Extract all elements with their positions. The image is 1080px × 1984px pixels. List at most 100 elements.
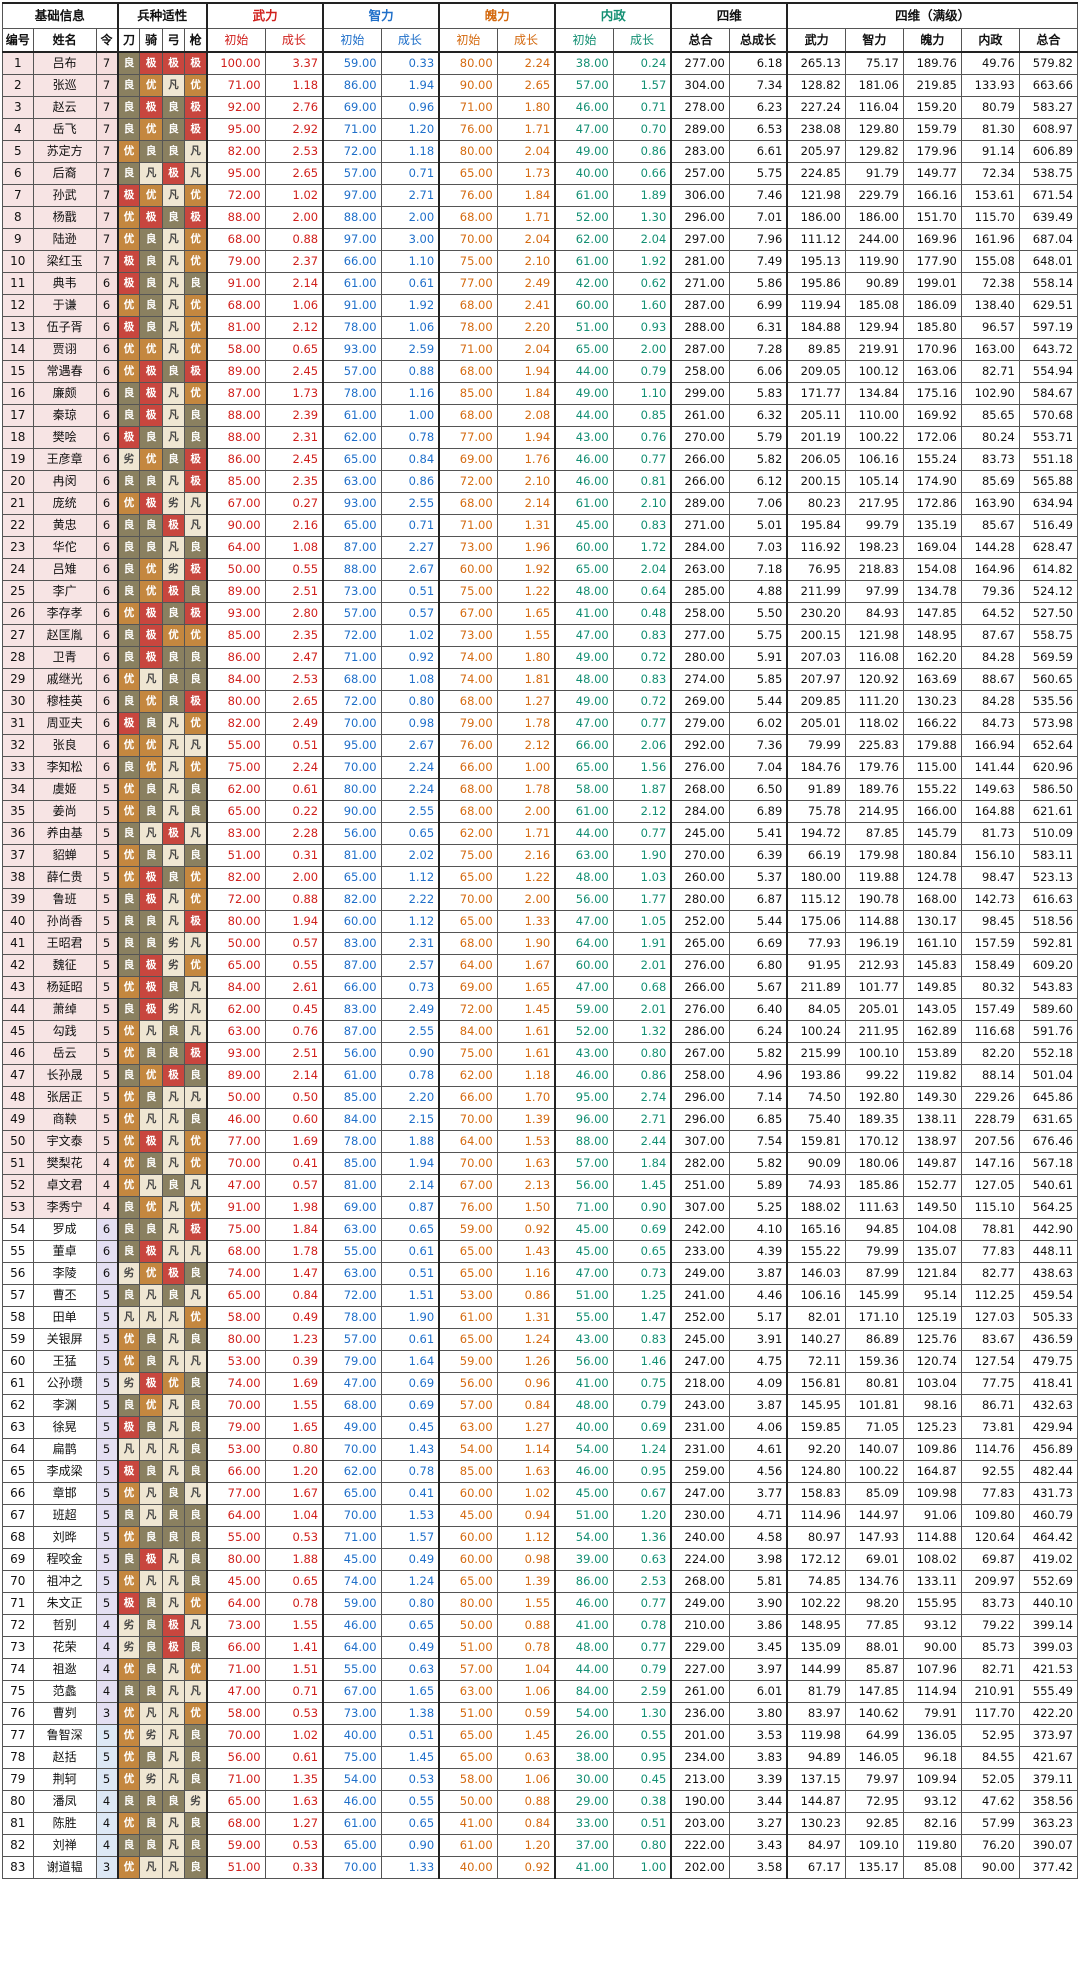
cell-courage-growth: 0.88 (496, 1614, 556, 1637)
cell-aptitude-spear: 凡 (184, 1086, 208, 1109)
cell-politics-growth: 0.65 (612, 1240, 672, 1263)
cell-intellect-init: 80.00 (322, 778, 382, 801)
cell-force-growth: 0.39 (264, 1350, 324, 1373)
cell-intellect-init: 87.00 (322, 954, 382, 977)
cell-courage-init: 80.00 (438, 140, 498, 163)
cell-aptitude-blade: 优 (116, 338, 141, 361)
cell-aptitude-spear: 优 (184, 228, 208, 251)
cell-force-init: 93.00 (206, 1042, 266, 1065)
cell-politics-growth: 0.80 (612, 1042, 672, 1065)
cell-max-force: 92.20 (786, 1438, 846, 1461)
cell-max-intellect: 244.00 (844, 228, 904, 251)
cell-courage-growth: 1.02 (496, 1482, 556, 1505)
cell-total-growth: 6.40 (728, 998, 788, 1021)
cell-total-growth: 6.99 (728, 294, 788, 317)
cell-courage-init: 59.00 (438, 1218, 498, 1241)
cell-intellect-growth: 0.61 (380, 1240, 440, 1263)
cell-aptitude-blade: 良 (116, 96, 141, 119)
cell-name: 班超 (32, 1504, 97, 1527)
cell-max-politics: 82.71 (960, 1658, 1020, 1681)
cell-max-politics: 49.76 (960, 51, 1020, 75)
cell-max-intellect: 225.83 (844, 734, 904, 757)
cell-max-politics: 81.30 (960, 118, 1020, 141)
table-row: 46 岳云 5 优良良极 93.00 2.51 56.00 0.90 75.00 1.61 43.0… (2, 1042, 1079, 1065)
cell-intellect-init: 70.00 (322, 712, 382, 735)
cell-aptitude-blade: 优 (116, 778, 141, 801)
cell-aptitude-cavalry: 极 (139, 646, 163, 669)
cell-max-courage: 166.00 (902, 800, 962, 823)
cell-max-politics: 138.40 (960, 294, 1020, 317)
cell-max-intellect: 119.88 (844, 866, 904, 889)
table-row: 5 苏定方 7 优良良凡 82.00 2.53 72.00 1.18 80.00 2.04 49.0… (2, 140, 1079, 163)
cell-intellect-growth: 2.20 (380, 1086, 440, 1109)
cell-courage-growth: 2.49 (496, 272, 556, 295)
cell-courage-growth: 2.14 (496, 492, 556, 515)
cell-intellect-growth: 0.65 (380, 1218, 440, 1241)
table-row: 29 戚继光 6 优凡良良 84.00 2.53 68.00 1.08 74.00 1.81 48.… (2, 668, 1079, 691)
cell-max-force: 193.86 (786, 1064, 846, 1087)
cell-courage-growth: 1.55 (496, 1592, 556, 1615)
cell-politics-growth: 1.20 (612, 1504, 672, 1527)
cell-name: 朱文正 (32, 1592, 97, 1615)
cell-max-politics: 163.90 (960, 492, 1020, 515)
cell-force-growth: 1.35 (264, 1768, 324, 1791)
cell-name: 戚继光 (32, 668, 97, 691)
cell-politics-growth: 0.77 (612, 712, 672, 735)
cell-courage-init: 64.00 (438, 954, 498, 977)
cell-intellect-init: 69.00 (322, 1196, 382, 1219)
cell-intellect-init: 45.00 (322, 1548, 382, 1571)
cell-force-growth: 0.22 (264, 800, 324, 823)
cell-intellect-growth: 0.80 (380, 1592, 440, 1615)
cell-aptitude-bow: 劣 (161, 998, 186, 1021)
cell-aptitude-bow: 凡 (161, 272, 186, 295)
cell-total: 265.00 (670, 932, 730, 955)
cell-politics-init: 55.00 (554, 1306, 614, 1329)
cell-max-politics: 109.80 (960, 1504, 1020, 1527)
cell-max-politics: 82.20 (960, 1042, 1020, 1065)
cell-max-total: 583.27 (1018, 96, 1079, 119)
table-row: 48 张居正 5 优良凡凡 50.00 0.50 85.00 2.20 66.00 1.70 95.… (2, 1086, 1079, 1109)
cell-max-force: 75.78 (786, 800, 846, 823)
cell-force-init: 77.00 (206, 1482, 266, 1505)
cell-aptitude-blade: 良 (116, 756, 141, 779)
cell-id: 31 (2, 712, 34, 735)
cell-max-intellect: 84.93 (844, 602, 904, 625)
cell-max-intellect: 75.17 (844, 51, 904, 75)
cell-id: 28 (2, 646, 34, 669)
cell-force-growth: 0.41 (264, 1152, 324, 1175)
cell-lead: 5 (95, 1372, 119, 1395)
cell-total-growth: 6.06 (728, 360, 788, 383)
cell-lead: 5 (95, 1394, 119, 1417)
cell-max-politics: 64.52 (960, 602, 1020, 625)
cell-max-courage: 108.02 (902, 1548, 962, 1571)
cell-aptitude-spear: 极 (184, 118, 208, 141)
cell-aptitude-bow: 凡 (161, 888, 186, 911)
cell-politics-growth: 2.04 (612, 558, 672, 581)
cell-courage-growth: 2.10 (496, 470, 556, 493)
cell-max-courage: 135.07 (902, 1240, 962, 1263)
cell-aptitude-bow: 凡 (161, 470, 186, 493)
table-row: 67 班超 5 良凡良良 64.00 1.04 70.00 1.53 45.00 0.94 51.0… (2, 1504, 1079, 1527)
cell-total-growth: 5.86 (728, 272, 788, 295)
cell-courage-growth: 1.31 (496, 514, 556, 537)
cell-name: 祖逖 (32, 1658, 97, 1681)
cell-courage-init: 75.00 (438, 580, 498, 603)
cell-intellect-growth: 1.64 (380, 1350, 440, 1373)
cell-aptitude-spear: 优 (184, 74, 208, 97)
cell-intellect-growth: 1.10 (380, 250, 440, 273)
cell-intellect-growth: 0.78 (380, 1064, 440, 1087)
cell-aptitude-blade: 良 (116, 624, 141, 647)
cell-politics-init: 48.00 (554, 866, 614, 889)
cell-courage-init: 69.00 (438, 976, 498, 999)
cell-intellect-init: 95.00 (322, 734, 382, 757)
cell-intellect-growth: 2.15 (380, 1108, 440, 1131)
cell-max-intellect: 185.86 (844, 1174, 904, 1197)
table-row: 42 魏征 5 良极劣优 65.00 0.55 87.00 2.57 64.00 1.67 60.0… (2, 954, 1079, 977)
cell-force-init: 82.00 (206, 140, 266, 163)
cell-force-init: 62.00 (206, 778, 266, 801)
cell-intellect-growth: 1.57 (380, 1526, 440, 1549)
cell-total: 266.00 (670, 976, 730, 999)
cell-courage-init: 85.00 (438, 382, 498, 405)
cell-max-courage: 130.17 (902, 910, 962, 933)
col-cavalry: 骑 (139, 28, 163, 53)
